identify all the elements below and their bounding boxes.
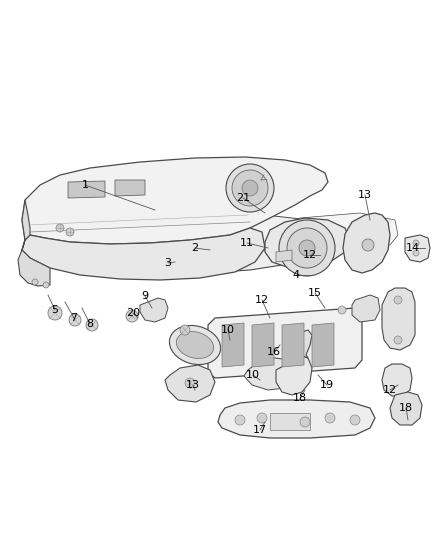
Circle shape [300, 417, 310, 427]
Circle shape [32, 279, 38, 285]
Text: 15: 15 [308, 288, 322, 298]
Text: 12: 12 [303, 250, 317, 260]
Ellipse shape [177, 332, 214, 359]
Circle shape [287, 228, 327, 268]
Circle shape [325, 413, 335, 423]
Polygon shape [282, 323, 304, 367]
Circle shape [413, 240, 419, 246]
Circle shape [350, 415, 360, 425]
Polygon shape [22, 157, 328, 244]
Text: 13: 13 [358, 190, 372, 200]
Text: 21: 21 [236, 193, 250, 203]
Text: 8: 8 [86, 319, 94, 329]
Circle shape [394, 296, 402, 304]
Text: 11: 11 [240, 238, 254, 248]
Polygon shape [208, 308, 362, 378]
Polygon shape [148, 215, 325, 255]
Polygon shape [270, 413, 310, 430]
Polygon shape [165, 365, 215, 402]
Text: 7: 7 [71, 313, 78, 323]
Circle shape [69, 314, 81, 326]
Polygon shape [244, 358, 298, 390]
Circle shape [235, 415, 245, 425]
Polygon shape [382, 364, 412, 396]
Text: 17: 17 [253, 425, 267, 435]
Text: 2: 2 [191, 243, 198, 253]
Polygon shape [405, 235, 430, 262]
Text: 18: 18 [399, 403, 413, 413]
Polygon shape [390, 392, 422, 425]
Text: 16: 16 [267, 347, 281, 357]
Polygon shape [382, 288, 415, 350]
Polygon shape [22, 228, 265, 280]
Text: 1: 1 [81, 180, 88, 190]
Text: 18: 18 [293, 393, 307, 403]
Circle shape [413, 250, 419, 256]
Polygon shape [290, 330, 312, 358]
Text: 3: 3 [165, 258, 172, 268]
Polygon shape [140, 298, 168, 322]
Polygon shape [115, 180, 145, 196]
Circle shape [126, 310, 138, 322]
Circle shape [48, 306, 62, 320]
Polygon shape [18, 200, 50, 286]
Polygon shape [276, 250, 292, 262]
Text: 14: 14 [406, 243, 420, 253]
Polygon shape [265, 218, 350, 268]
Text: 12: 12 [255, 295, 269, 305]
Polygon shape [276, 355, 312, 395]
Text: 19: 19 [320, 380, 334, 390]
Circle shape [232, 170, 268, 206]
Text: 9: 9 [141, 291, 148, 301]
Circle shape [43, 282, 49, 288]
Circle shape [86, 319, 98, 331]
Circle shape [66, 228, 74, 236]
Circle shape [56, 224, 64, 232]
Text: 4: 4 [293, 270, 300, 280]
Circle shape [242, 180, 258, 196]
Text: 12: 12 [383, 385, 397, 395]
Circle shape [394, 336, 402, 344]
Circle shape [185, 378, 195, 388]
Polygon shape [343, 213, 390, 273]
Polygon shape [218, 400, 375, 438]
Circle shape [362, 239, 374, 251]
Circle shape [226, 164, 274, 212]
Polygon shape [68, 181, 105, 198]
Polygon shape [98, 235, 302, 273]
Polygon shape [252, 323, 274, 367]
Text: 10: 10 [246, 370, 260, 380]
Circle shape [180, 325, 190, 335]
Text: 10: 10 [221, 325, 235, 335]
Polygon shape [270, 213, 398, 248]
Polygon shape [352, 295, 380, 322]
Circle shape [279, 220, 335, 276]
Circle shape [338, 306, 346, 314]
Ellipse shape [170, 326, 221, 365]
Text: 5: 5 [52, 305, 59, 315]
Circle shape [299, 240, 315, 256]
Polygon shape [312, 323, 334, 367]
Polygon shape [222, 323, 244, 367]
Text: 20: 20 [126, 308, 140, 318]
Circle shape [257, 413, 267, 423]
Text: 13: 13 [186, 380, 200, 390]
